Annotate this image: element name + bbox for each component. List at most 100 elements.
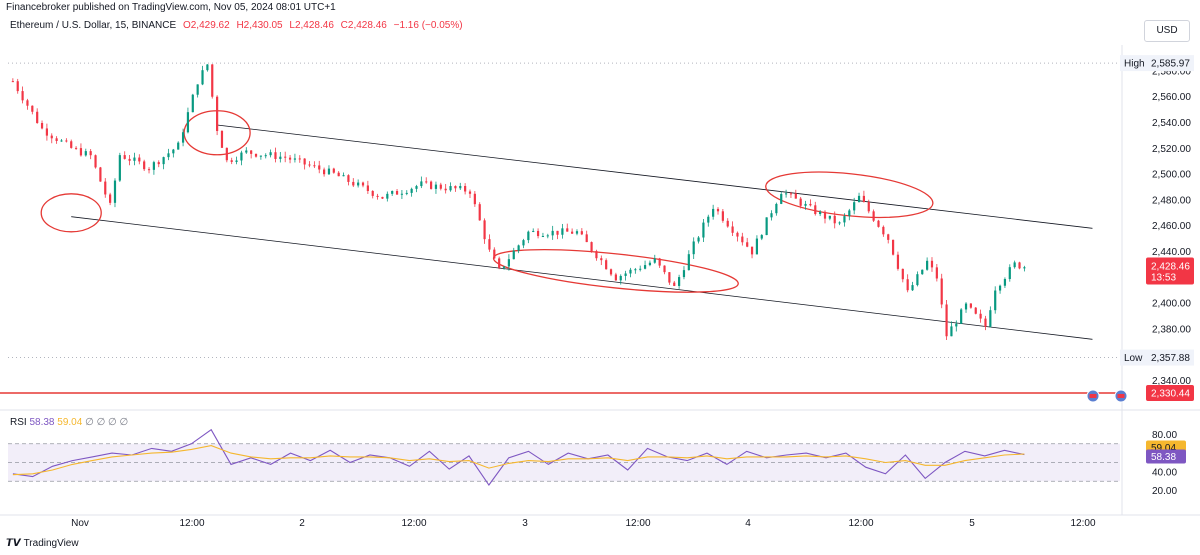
tradingview-brand: 𝙏𝙑 TradingView <box>6 538 79 549</box>
candle <box>361 182 365 186</box>
candle <box>293 158 297 160</box>
event-flag-stripe <box>1089 393 1097 398</box>
candle <box>541 236 545 238</box>
candle <box>736 232 739 237</box>
candle <box>643 265 647 269</box>
candle <box>1018 262 1021 269</box>
candle <box>911 285 914 291</box>
candle <box>308 164 311 166</box>
candle <box>181 132 185 143</box>
candle <box>26 100 29 106</box>
low-label: Low <box>1124 353 1143 364</box>
price-tick-label: 2,380.00 <box>1152 325 1191 336</box>
candle <box>177 142 180 150</box>
candle <box>1013 262 1016 268</box>
candle <box>799 198 802 206</box>
high-value: H2,430.05 <box>236 20 283 31</box>
candle <box>420 181 423 187</box>
candle <box>590 242 593 252</box>
candle <box>668 272 671 283</box>
price-legend: Ethereum / U.S. Dollar, 15, BINANCE O2,4… <box>10 20 467 31</box>
candle <box>459 186 462 189</box>
candle <box>31 105 34 112</box>
candle <box>731 226 734 233</box>
symbol-label[interactable]: Ethereum / U.S. Dollar, 15, BINANCE <box>10 20 177 31</box>
candle <box>794 193 797 199</box>
annotation-ellipse <box>492 249 739 293</box>
candle <box>989 310 992 327</box>
candle <box>906 279 909 291</box>
candle <box>381 196 384 199</box>
time-tick-label: Nov <box>71 518 89 529</box>
level-tag <box>1146 384 1194 401</box>
candle <box>342 175 345 177</box>
candle <box>843 216 846 223</box>
candle <box>167 153 170 158</box>
candle <box>804 203 807 206</box>
rsi-ma-tag-value: 59.04 <box>1151 443 1176 454</box>
candle <box>512 250 515 260</box>
candle <box>216 96 219 131</box>
candle <box>21 91 24 101</box>
candle <box>702 222 705 238</box>
candle <box>405 192 408 194</box>
candle <box>536 230 540 237</box>
candle <box>561 228 564 235</box>
candle <box>964 303 968 310</box>
last-price-tag <box>1146 257 1194 285</box>
candle <box>191 94 194 113</box>
candle <box>264 155 267 157</box>
candle <box>84 151 87 156</box>
candle <box>1023 267 1026 269</box>
candle <box>400 193 404 195</box>
candle <box>332 168 335 173</box>
candle <box>1003 279 1007 286</box>
candle <box>682 270 686 278</box>
candle <box>974 307 977 314</box>
candle <box>337 172 340 177</box>
candle <box>245 150 248 153</box>
candle <box>279 156 282 159</box>
price-tick-label: 2,480.00 <box>1152 195 1191 206</box>
candle <box>969 303 972 308</box>
price-tick-label: 2,440.00 <box>1152 247 1191 258</box>
candle <box>726 220 729 227</box>
candle <box>313 165 316 167</box>
candle <box>16 81 19 92</box>
candle <box>585 234 588 243</box>
currency-button[interactable]: USD <box>1144 20 1190 42</box>
candle <box>113 180 117 203</box>
candle <box>220 130 224 148</box>
candle <box>867 201 870 212</box>
time-tick-label: 12:00 <box>401 518 426 529</box>
low-value-bg <box>1146 349 1194 366</box>
rsi-ma-legend-value: 59.04 <box>57 417 83 428</box>
candle <box>580 231 583 235</box>
candle <box>478 204 481 221</box>
time-tick-label: 12:00 <box>179 518 204 529</box>
candle <box>882 226 885 235</box>
rsi-tick-label: 40.00 <box>1152 467 1177 478</box>
candle <box>697 237 700 242</box>
candle <box>123 155 126 159</box>
candle <box>89 151 92 156</box>
rsi-tag-value: 58.38 <box>1151 452 1176 463</box>
candle <box>634 269 637 271</box>
candle <box>517 245 520 251</box>
rsi-name[interactable]: RSI <box>10 417 27 428</box>
candle <box>109 194 112 203</box>
candle <box>891 239 895 255</box>
candle <box>415 186 418 189</box>
candle <box>483 220 486 240</box>
candle <box>352 181 355 186</box>
candle <box>45 128 49 136</box>
candle <box>206 64 209 71</box>
candle <box>862 195 866 202</box>
price-tick-label: 2,580.00 <box>1152 66 1191 77</box>
time-tick-label: 2 <box>299 518 305 529</box>
candle <box>857 195 861 203</box>
price-tick-label: 2,560.00 <box>1152 92 1191 103</box>
rsi-tick-label: 80.00 <box>1152 430 1177 441</box>
candle <box>79 148 83 156</box>
